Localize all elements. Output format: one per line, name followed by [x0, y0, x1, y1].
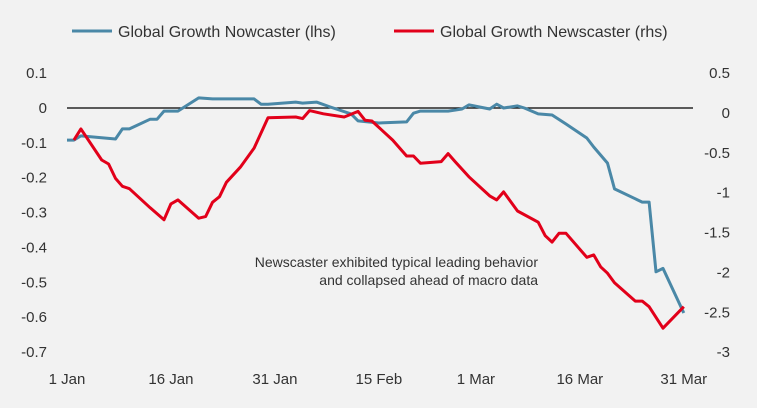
left-tick-label: -0.3	[21, 205, 47, 222]
newscaster-line	[72, 109, 685, 330]
legend-label-nowcaster: Global Growth Nowcaster (lhs)	[118, 24, 336, 41]
x-tick-label: 1 Mar	[457, 371, 495, 388]
right-tick-label: -2	[717, 264, 730, 281]
x-tick-label: 16 Jan	[148, 371, 193, 388]
x-tick-label: 16 Mar	[556, 371, 603, 388]
right-tick-label: -2.5	[704, 304, 730, 321]
x-axis-ticks: 1 Jan 16 Jan 31 Jan 15 Feb 1 Mar 16 Mar 31 Mar	[49, 371, 707, 388]
annotation-line-2: and collapsed ahead of macro data	[319, 272, 538, 288]
right-tick-label: -0.5	[704, 145, 730, 162]
x-tick-label: 31 Mar	[660, 371, 707, 388]
left-tick-label: 0	[39, 100, 47, 117]
x-tick-label: 15 Feb	[355, 371, 402, 388]
left-tick-label: -0.4	[21, 239, 47, 256]
series-lines	[67, 96, 686, 330]
right-tick-label: 0	[722, 105, 730, 122]
nowcaster-line	[67, 96, 686, 314]
right-tick-label: -3	[717, 344, 730, 361]
legend: Global Growth Nowcaster (lhs) Global Gro…	[72, 24, 668, 41]
left-tick-label: 0.1	[26, 65, 47, 82]
x-tick-label: 31 Jan	[252, 371, 297, 388]
legend-label-newscaster: Global Growth Newscaster (rhs)	[440, 24, 668, 41]
left-tick-label: -0.2	[21, 170, 47, 187]
right-axis-ticks: 0.5 0 -0.5 -1 -1.5 -2 -2.5 -3	[704, 65, 730, 361]
x-tick-label: 1 Jan	[49, 371, 86, 388]
right-tick-label: -1	[717, 185, 730, 202]
left-tick-label: -0.7	[21, 344, 47, 361]
left-tick-label: -0.1	[21, 135, 47, 152]
right-tick-label: 0.5	[709, 65, 730, 82]
left-tick-label: -0.6	[21, 309, 47, 326]
left-tick-label: -0.5	[21, 274, 47, 291]
left-axis-ticks: 0.1 0 -0.1 -0.2 -0.3 -0.4 -0.5 -0.6 -0.7	[21, 65, 47, 361]
annotation-line-1: Newscaster exhibited typical leading beh…	[255, 254, 539, 270]
annotation: Newscaster exhibited typical leading beh…	[255, 254, 539, 288]
right-tick-label: -1.5	[704, 225, 730, 242]
